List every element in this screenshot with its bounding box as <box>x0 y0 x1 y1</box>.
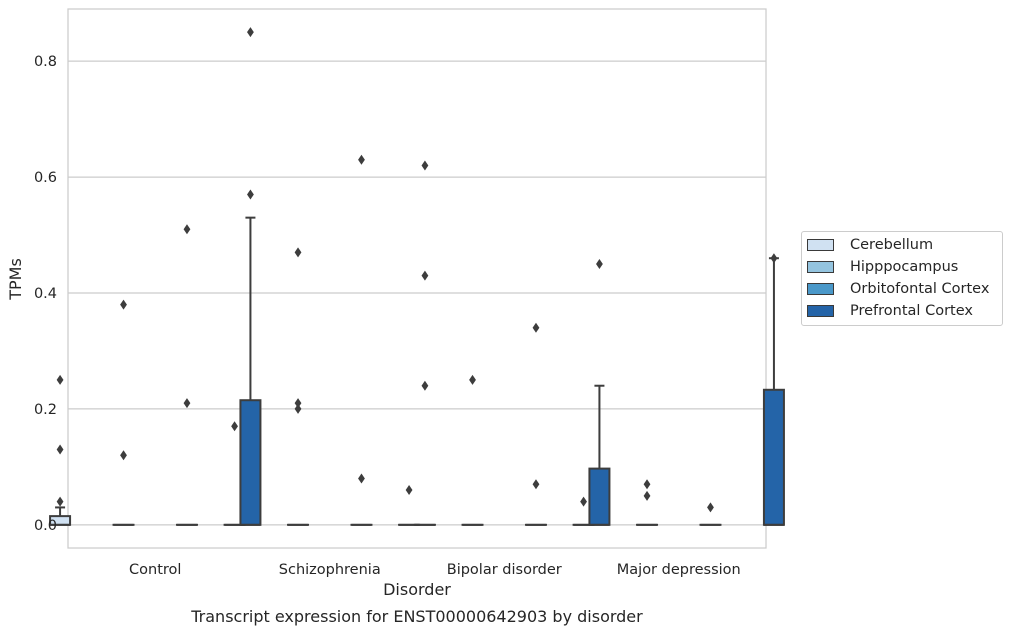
legend-label: Orbitofontal Cortex <box>850 281 990 297</box>
x-tick-label: Major depression <box>617 562 741 578</box>
outlier-point <box>56 374 64 385</box>
box-prefrontal-cortex <box>762 257 785 526</box>
box-prefrontal-cortex <box>588 384 611 526</box>
box-body <box>239 399 262 526</box>
outlier-point <box>532 322 540 333</box>
box-body <box>762 388 785 526</box>
legend-label: Prefrontal Cortex <box>850 303 973 319</box>
outlier-point <box>421 270 429 281</box>
outlier-point <box>247 27 254 38</box>
outlier-point <box>247 189 254 200</box>
x-tick-label: Schizophrenia <box>279 562 381 578</box>
y-tick-label: 0.8 <box>34 54 57 70</box>
outlier-point <box>421 160 429 171</box>
legend-item: Orbitofontal Cortex <box>807 279 989 299</box>
legend-label: Cerebellum <box>850 237 934 253</box>
outlier-layer <box>56 27 778 513</box>
outlier-point <box>469 374 476 385</box>
legend-item: Cerebellum <box>807 235 933 255</box>
y-tick-label: 0.2 <box>34 402 57 418</box>
outlier-point <box>120 299 127 310</box>
outlier-point <box>294 403 302 414</box>
legend-swatch <box>807 305 834 317</box>
outlier-point <box>56 496 64 507</box>
outlier-point <box>532 479 540 490</box>
legend-item: Prefrontal Cortex <box>807 301 973 321</box>
outlier-point <box>405 485 413 496</box>
legend-label: Hipppocampus <box>850 259 959 275</box>
outlier-point <box>643 479 651 490</box>
y-tick-labels: 0.0 0.2 0.4 0.6 0.8 <box>34 54 57 534</box>
x-tick-label: Bipolar disorder <box>447 562 562 578</box>
outlier-point <box>183 224 191 235</box>
outlier-point <box>421 380 429 391</box>
outlier-point <box>358 154 365 165</box>
outlier-point <box>120 450 127 461</box>
x-axis-label: Disorder <box>383 580 451 599</box>
outlier-point <box>294 247 302 258</box>
box-cerebellum <box>49 506 72 526</box>
box-body <box>588 467 611 526</box>
legend-swatch <box>807 283 834 295</box>
outlier-point <box>596 259 603 270</box>
outlier-point <box>183 398 191 409</box>
y-tick-label: 0.4 <box>34 286 57 302</box>
outlier-point <box>580 496 587 507</box>
outlier-point <box>643 490 651 501</box>
box-layer <box>49 216 785 526</box>
grid-layer <box>68 60 766 526</box>
box-prefrontal-cortex <box>239 216 262 526</box>
outlier-point <box>231 421 238 432</box>
outlier-point <box>56 444 64 455</box>
outlier-point <box>294 398 302 409</box>
y-axis-label: TPMs <box>6 258 25 301</box>
plot-frame <box>67 8 767 549</box>
chart-caption: Transcript expression for ENST0000064290… <box>190 607 643 626</box>
y-tick-label: 0.0 <box>34 518 57 534</box>
legend-swatch <box>807 239 834 251</box>
outlier-point <box>707 502 714 513</box>
x-tick-label: Control <box>129 562 181 578</box>
legend-item: Hipppocampus <box>807 257 958 277</box>
legend: Cerebellum Hipppocampus Orbitofontal Corte… <box>801 231 1003 326</box>
y-tick-label: 0.6 <box>34 170 57 186</box>
x-tick-labels: Control Schizophrenia Bipolar disorder Majo… <box>129 562 741 578</box>
legend-swatch <box>807 261 834 273</box>
outlier-point <box>358 473 365 484</box>
outlier-point <box>770 253 778 264</box>
